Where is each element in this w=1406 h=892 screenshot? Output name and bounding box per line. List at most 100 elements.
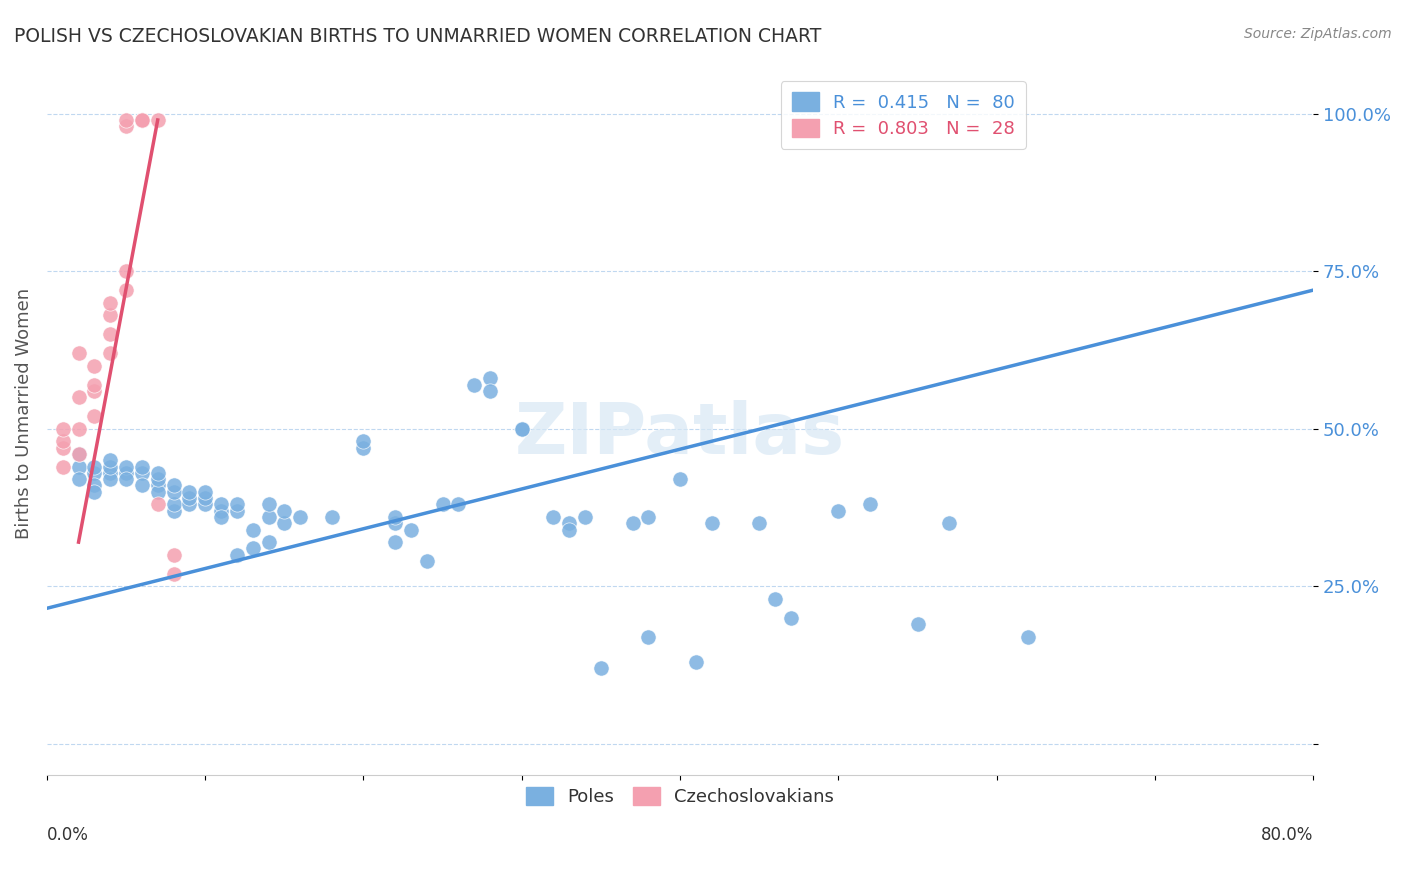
Point <box>463 377 485 392</box>
Point <box>146 478 169 492</box>
Point <box>115 120 138 134</box>
Y-axis label: Births to Unmarried Women: Births to Unmarried Women <box>15 287 32 539</box>
Point <box>780 611 803 625</box>
Point <box>131 478 153 492</box>
Point <box>194 491 217 505</box>
Point <box>432 497 454 511</box>
Point <box>637 510 659 524</box>
Point <box>225 497 247 511</box>
Point <box>907 617 929 632</box>
Point <box>67 422 90 436</box>
Point <box>179 491 201 505</box>
Point <box>115 472 138 486</box>
Point <box>288 510 311 524</box>
Point <box>115 113 138 128</box>
Point <box>479 384 502 398</box>
Point <box>146 484 169 499</box>
Point <box>146 472 169 486</box>
Point <box>242 523 264 537</box>
Point <box>447 497 470 511</box>
Point <box>162 548 184 562</box>
Point <box>115 459 138 474</box>
Point <box>257 497 280 511</box>
Point <box>162 566 184 581</box>
Point <box>399 523 422 537</box>
Point <box>510 422 533 436</box>
Point <box>98 327 121 342</box>
Point <box>257 510 280 524</box>
Point <box>98 459 121 474</box>
Point <box>669 472 692 486</box>
Point <box>131 113 153 128</box>
Point <box>162 497 184 511</box>
Point <box>131 113 153 128</box>
Point <box>242 541 264 556</box>
Point <box>115 283 138 297</box>
Point <box>384 516 406 531</box>
Point <box>131 113 153 128</box>
Point <box>146 113 169 128</box>
Point <box>558 523 581 537</box>
Legend: Poles, Czechoslovakians: Poles, Czechoslovakians <box>516 776 845 817</box>
Point <box>637 630 659 644</box>
Point <box>384 535 406 549</box>
Point <box>98 453 121 467</box>
Point <box>1017 630 1039 644</box>
Point <box>321 510 343 524</box>
Point <box>225 548 247 562</box>
Point <box>83 459 105 474</box>
Point <box>52 459 75 474</box>
Point <box>859 497 882 511</box>
Point <box>700 516 723 531</box>
Point <box>353 434 375 449</box>
Point <box>574 510 596 524</box>
Point <box>938 516 960 531</box>
Text: POLISH VS CZECHOSLOVAKIAN BIRTHS TO UNMARRIED WOMEN CORRELATION CHART: POLISH VS CZECHOSLOVAKIAN BIRTHS TO UNMA… <box>14 27 821 45</box>
Point <box>98 466 121 480</box>
Text: 80.0%: 80.0% <box>1261 826 1313 844</box>
Point <box>257 535 280 549</box>
Text: Source: ZipAtlas.com: Source: ZipAtlas.com <box>1244 27 1392 41</box>
Point <box>98 295 121 310</box>
Point <box>131 113 153 128</box>
Point <box>67 447 90 461</box>
Point <box>83 409 105 423</box>
Point <box>479 371 502 385</box>
Point <box>209 503 232 517</box>
Point <box>162 484 184 499</box>
Point <box>748 516 770 531</box>
Point <box>115 466 138 480</box>
Point <box>67 390 90 404</box>
Text: 0.0%: 0.0% <box>46 826 89 844</box>
Point <box>194 484 217 499</box>
Point <box>162 478 184 492</box>
Point <box>83 478 105 492</box>
Point <box>589 661 612 675</box>
Point <box>52 422 75 436</box>
Point <box>115 264 138 278</box>
Point <box>384 510 406 524</box>
Point <box>52 434 75 449</box>
Point <box>83 466 105 480</box>
Point <box>83 359 105 373</box>
Point <box>52 441 75 455</box>
Point <box>179 484 201 499</box>
Text: ZIPatlas: ZIPatlas <box>515 401 845 469</box>
Point <box>353 441 375 455</box>
Point <box>83 484 105 499</box>
Point <box>83 377 105 392</box>
Point <box>146 466 169 480</box>
Point <box>194 497 217 511</box>
Point <box>621 516 644 531</box>
Point <box>131 459 153 474</box>
Point <box>67 447 90 461</box>
Point <box>273 503 295 517</box>
Point <box>510 422 533 436</box>
Point <box>225 503 247 517</box>
Point <box>146 497 169 511</box>
Point <box>273 516 295 531</box>
Point <box>209 510 232 524</box>
Point <box>763 591 786 606</box>
Point <box>543 510 565 524</box>
Point <box>416 554 439 568</box>
